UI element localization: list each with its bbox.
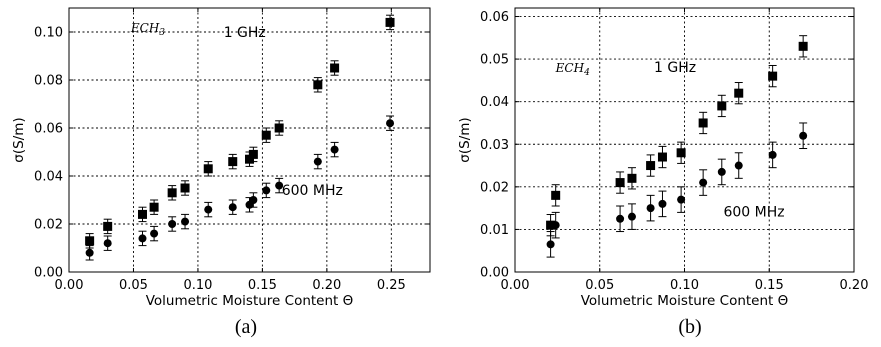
frequency-label: 1 GHz xyxy=(654,60,696,76)
data-point-square xyxy=(546,220,556,230)
data-point-square xyxy=(657,152,667,162)
data-point-square xyxy=(768,71,778,81)
data-point-circle xyxy=(551,221,560,230)
data-point-circle xyxy=(386,119,395,128)
y-tick-label: 0.05 xyxy=(480,53,509,68)
sensor-label-name: ECH xyxy=(555,61,585,75)
y-tick-label: 0.06 xyxy=(480,10,509,25)
x-tick-label: 0.10 xyxy=(670,278,699,293)
data-point-square xyxy=(385,17,395,27)
data-point-circle xyxy=(150,229,159,238)
y-tick-label: 0.01 xyxy=(480,223,509,238)
y-tick-label: 0.03 xyxy=(480,138,509,153)
data-point-circle xyxy=(616,214,625,223)
frequency-label: 1 GHz xyxy=(224,25,266,41)
data-point-square xyxy=(203,164,213,174)
data-point-circle xyxy=(103,239,112,248)
data-point-circle xyxy=(168,220,177,228)
data-point-circle xyxy=(204,205,213,214)
plot-frame xyxy=(68,7,431,273)
data-point-square xyxy=(274,123,284,133)
data-point-circle xyxy=(734,161,743,170)
x-tick-label: 0.05 xyxy=(119,278,148,293)
panel-a: 0.00 0.05 0.10 0.15 0.20 0.25 0.00 0.02 0.04 0.06… xyxy=(11,7,431,338)
x-tick-label: 0.05 xyxy=(585,278,614,293)
data-point-circle xyxy=(85,248,94,257)
x-tick-label: 0.25 xyxy=(377,278,406,293)
y-axis-label: σ(S/m) xyxy=(11,117,27,162)
y-tick-label: 0.02 xyxy=(34,218,63,233)
data-point-circle xyxy=(799,131,808,140)
data-point-circle xyxy=(249,196,258,204)
y-tick-label: 0.06 xyxy=(34,122,63,137)
panel-caption: (b) xyxy=(678,316,701,338)
data-point-square xyxy=(698,118,708,128)
data-point-square xyxy=(676,148,686,158)
data-point-square xyxy=(551,190,561,200)
data-point-square xyxy=(717,101,727,111)
panel-b: 0.00 0.05 0.10 0.15 0.20 0.00 0.01 0.02 0.03 0.04… xyxy=(457,7,869,338)
data-point-circle xyxy=(313,157,322,166)
frequency-label: 600 MHz xyxy=(282,183,343,199)
sensor-label-subscript: 3 xyxy=(159,28,165,38)
sensor-label-name: ECH xyxy=(130,21,160,35)
data-point-circle xyxy=(228,203,237,212)
y-tick-label: 0.00 xyxy=(34,266,63,281)
data-point-square xyxy=(248,149,258,159)
data-point-square xyxy=(734,88,744,98)
data-point-circle xyxy=(330,145,339,154)
y-tick-label: 0.04 xyxy=(34,170,63,185)
data-point-square xyxy=(615,178,625,188)
x-axis-label: Volumetric Moisture Content Θ xyxy=(581,293,789,309)
data-point-circle xyxy=(546,240,555,249)
data-point-circle xyxy=(677,195,686,204)
sensor-label: ECH4 xyxy=(555,61,590,78)
data-point-square xyxy=(245,154,254,164)
x-tick-label: 0.15 xyxy=(755,278,784,293)
data-point-square xyxy=(137,209,147,219)
data-point-square xyxy=(627,173,637,183)
data-point-square xyxy=(85,236,95,246)
x-tick-label: 0.00 xyxy=(55,278,84,293)
data-point-circle xyxy=(646,204,655,213)
data-point-circle xyxy=(627,212,636,221)
data-point-square xyxy=(261,130,271,140)
data-point-circle xyxy=(275,181,284,190)
y-tick-label: 0.08 xyxy=(34,74,63,89)
y-tick-label: 0.10 xyxy=(34,26,63,41)
data-point-circle xyxy=(181,217,190,226)
x-tick-label: 0.00 xyxy=(501,278,530,293)
data-point-circle xyxy=(138,234,147,243)
x-tick-label: 0.15 xyxy=(248,278,277,293)
x-tick-label: 0.10 xyxy=(183,278,212,293)
x-tick-label: 0.20 xyxy=(312,278,341,293)
data-point-square xyxy=(646,161,656,171)
frequency-label: 600 MHz xyxy=(723,205,784,221)
y-tick-label: 0.04 xyxy=(480,95,509,110)
y-axis-label: σ(S/m) xyxy=(457,117,473,162)
data-point-square xyxy=(313,80,323,90)
y-tick-label: 0.00 xyxy=(480,266,509,281)
data-point-square xyxy=(180,183,190,193)
data-point-circle xyxy=(658,199,667,208)
data-point-square xyxy=(798,41,808,51)
data-point-circle xyxy=(717,167,726,176)
panel-caption: (a) xyxy=(235,316,257,338)
data-point-circle xyxy=(699,178,708,187)
data-point-square xyxy=(228,157,238,167)
sensor-label: ECH3 xyxy=(130,21,165,38)
data-point-square xyxy=(167,188,177,198)
x-axis-label: Volumetric Moisture Content Θ xyxy=(146,293,354,309)
data-point-square xyxy=(103,221,113,231)
data-point-square xyxy=(330,63,340,73)
data-point-square xyxy=(149,202,159,212)
sensor-label-subscript: 4 xyxy=(583,68,590,78)
y-tick-label: 0.02 xyxy=(480,180,509,195)
data-point-circle xyxy=(262,186,271,195)
x-tick-label: 0.20 xyxy=(840,278,869,293)
data-point-circle xyxy=(768,150,777,159)
